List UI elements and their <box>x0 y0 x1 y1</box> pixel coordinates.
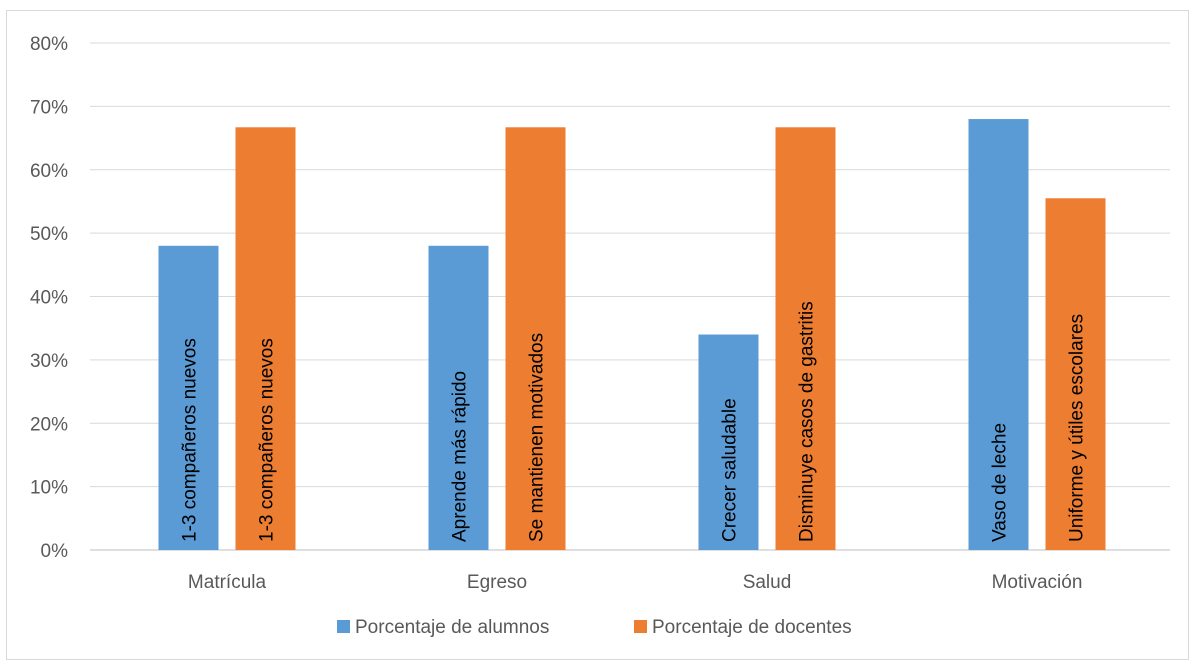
legend-swatch <box>337 620 350 633</box>
bar-docentes <box>235 127 296 550</box>
legend-label: Porcentaje de docentes <box>652 617 852 638</box>
y-tick-label: 20% <box>30 414 68 435</box>
y-tick-label: 30% <box>30 351 68 372</box>
bar-docentes <box>505 127 566 550</box>
legend-label: Porcentaje de alumnos <box>355 617 549 638</box>
chart-area: 0% 10% 20% 30% 40% 50% 60% 70% 80% 1-3 compañeros… <box>6 10 1189 660</box>
x-tick-label: Salud <box>743 572 792 593</box>
y-tick-label: 60% <box>30 161 68 182</box>
bar-alumnos <box>158 245 219 551</box>
bar-data-label: 1-3 compañeros nuevos <box>257 338 278 542</box>
bar-data-label: Aprende más rápido <box>450 371 471 542</box>
y-tick-label: 0% <box>41 541 69 562</box>
y-tick-label: 70% <box>30 97 68 118</box>
bar-data-label: Disminuye casos de gastritis <box>797 301 818 542</box>
bar-chart: 0% 10% 20% 30% 40% 50% 60% 70% 80% 1-3 compañeros… <box>30 34 1170 638</box>
x-tick-label: Matrícula <box>188 572 267 593</box>
bar-alumnos <box>698 334 759 550</box>
bar-alumnos <box>428 245 489 551</box>
bar-docentes <box>775 127 836 550</box>
bar-data-label: Crecer saludable <box>720 398 741 542</box>
y-tick-label: 10% <box>30 478 68 499</box>
x-tick-label: Motivación <box>992 572 1083 593</box>
bar-alumnos <box>968 119 1029 551</box>
legend-swatch <box>634 620 647 633</box>
bar-docentes <box>1045 198 1106 551</box>
y-tick-label: 40% <box>30 288 68 309</box>
y-tick-label: 80% <box>30 34 68 55</box>
y-tick-label: 50% <box>30 224 68 245</box>
bar-data-label: Uniforme y útiles escolares <box>1067 314 1088 542</box>
bar-data-label: 1-3 compañeros nuevos <box>180 338 201 542</box>
x-tick-label: Egreso <box>467 572 527 593</box>
bar-data-label: Vaso de leche <box>990 423 1011 542</box>
bar-data-label: Se mantienen motivados <box>527 333 548 542</box>
